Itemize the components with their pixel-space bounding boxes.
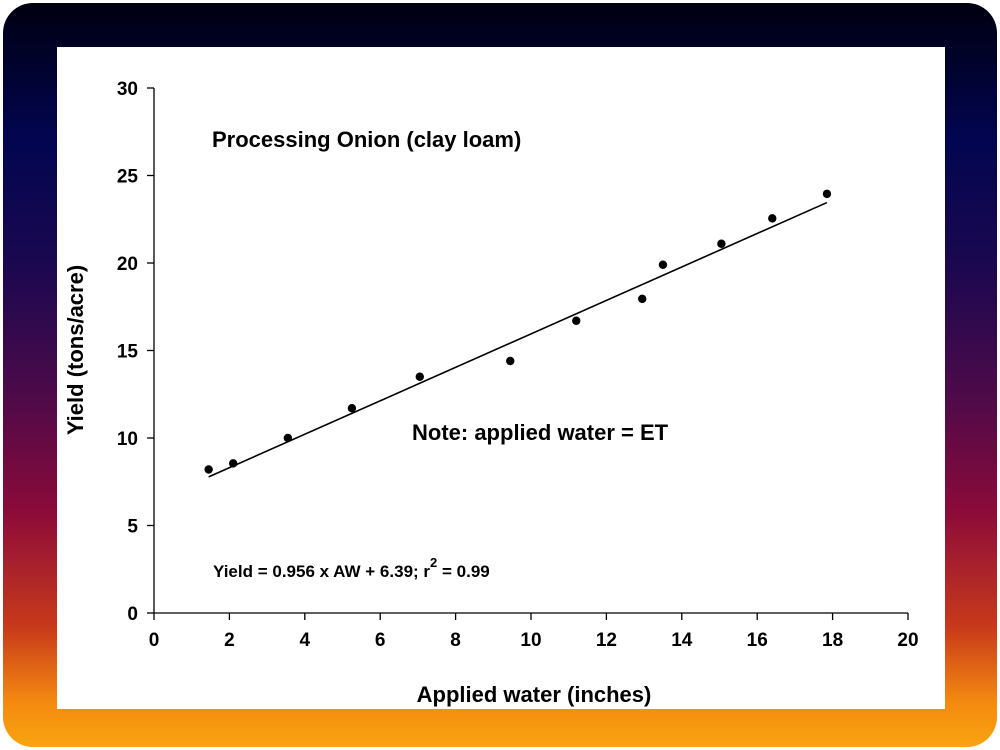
- slide-canvas: 0 5 10 15 20 25 30 0 2 4 6 8 10 12 14 16 18 20 Processin…: [57, 47, 945, 709]
- x-tick-label: 12: [596, 630, 617, 651]
- y-axis-label: Yield (tons/acre): [63, 265, 88, 435]
- x-tick-label: 0: [149, 630, 160, 651]
- data-point: [506, 356, 515, 366]
- data-point: [768, 214, 777, 223]
- equation-tail: = 0.99: [437, 562, 489, 581]
- data-point: [658, 260, 668, 269]
- y-tick-label: 10: [117, 429, 138, 450]
- equation-superscript: 2: [430, 555, 437, 570]
- slide-frame: 0 5 10 15 20 25 30 0 2 4 6 8 10 12 14 16 18 20 Processin…: [3, 3, 997, 747]
- y-tick-label: 20: [117, 254, 138, 275]
- data-point: [822, 189, 832, 199]
- y-tick-label: 25: [117, 167, 139, 188]
- data-points: [204, 189, 832, 474]
- data-point: [204, 465, 213, 474]
- data-point: [283, 433, 293, 443]
- x-tick-label: 2: [224, 630, 235, 651]
- equation-main: Yield = 0.956 x AW + 6.39; r: [213, 562, 430, 581]
- note-annotation: Note: applied water = ET: [412, 420, 669, 445]
- x-tick-label: 14: [671, 630, 693, 651]
- y-tick-label: 15: [117, 342, 139, 363]
- data-point: [638, 294, 647, 304]
- x-tick-label: 4: [300, 630, 311, 651]
- data-point: [572, 316, 581, 325]
- x-tick-label: 10: [520, 630, 541, 651]
- regression-line: [208, 201, 828, 478]
- x-tick-label: 18: [822, 630, 843, 651]
- data-point: [347, 404, 357, 413]
- chart-title: Processing Onion (clay loam): [212, 127, 521, 152]
- x-tick-label: 20: [897, 630, 918, 651]
- regression-equation: Yield = 0.956 x AW + 6.39; r2 = 0.99: [213, 555, 490, 581]
- x-axis-ticks: 0 2 4 6 8 10 12 14 16 18 20: [149, 613, 919, 651]
- y-axis-ticks: 0 5 10 15 20 25 30: [117, 79, 154, 625]
- x-axis-label: Applied water (inches): [417, 682, 652, 707]
- data-point: [717, 239, 726, 248]
- data-point: [228, 459, 238, 468]
- x-tick-label: 6: [375, 630, 386, 651]
- data-point: [415, 372, 424, 381]
- y-tick-label: 5: [127, 517, 138, 538]
- scatter-chart: 0 5 10 15 20 25 30 0 2 4 6 8 10 12 14 16 18 20 Processin…: [63, 79, 919, 707]
- axes: [153, 88, 908, 614]
- y-tick-label: 0: [127, 604, 138, 625]
- fit-line-group: [208, 201, 828, 478]
- x-tick-label: 8: [450, 630, 461, 651]
- x-tick-label: 16: [747, 630, 768, 651]
- y-tick-label: 30: [117, 79, 138, 100]
